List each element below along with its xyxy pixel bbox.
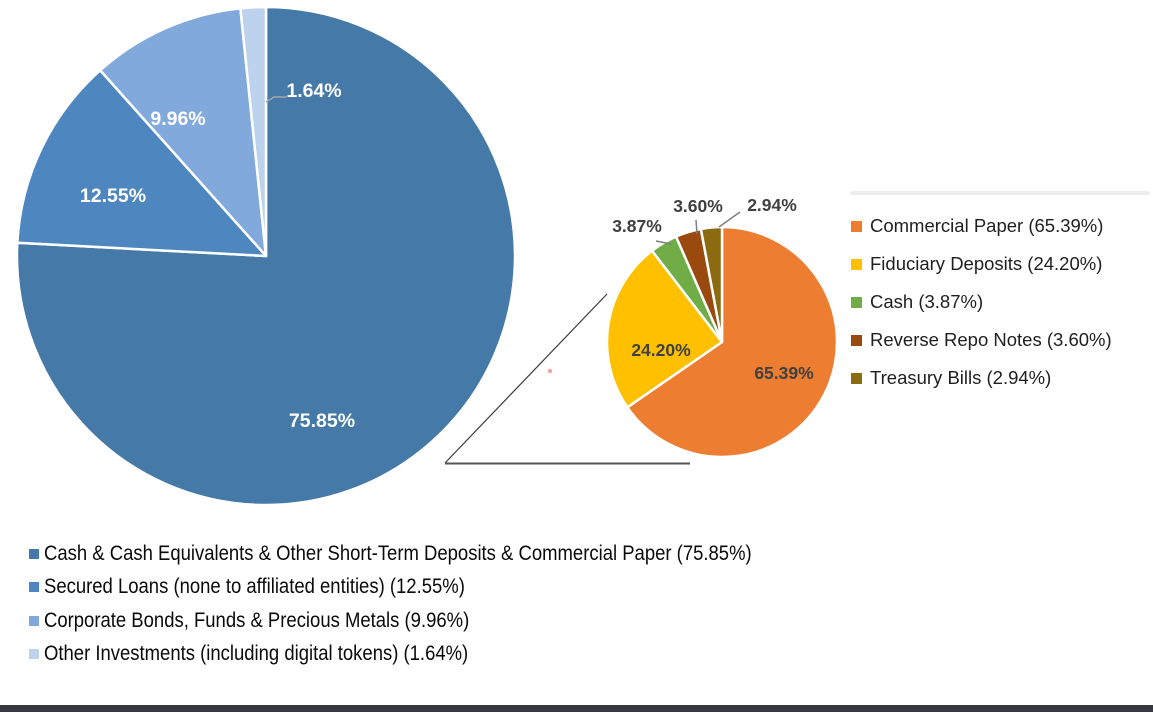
breakout-pie <box>605 225 839 459</box>
pie-slice-commercial-paper[interactable] <box>626 225 839 459</box>
stray-dot <box>547 368 553 374</box>
pie-slice-corporate-bonds-funds-precious-metals[interactable] <box>98 7 268 258</box>
legend-swatch-cash-equivalents <box>29 548 39 559</box>
legend-item-secured-loans[interactable]: Secured Loans (none to affiliated entiti… <box>29 571 848 605</box>
pie-slice-fiduciary-deposits[interactable] <box>605 249 724 409</box>
leader-line-cash <box>655 240 672 245</box>
legend-swatch-commercial-paper <box>851 220 862 232</box>
legend-swatch-fiduciary-deposits <box>851 258 862 270</box>
pie-slice-treasury-bills[interactable] <box>699 225 724 344</box>
legend-swatch-other-investments <box>29 649 39 660</box>
breakout-label-treasury-bills: 2.94% <box>747 195 797 215</box>
breakout-label-cash: 3.87% <box>612 216 662 236</box>
legend-item-other-investments[interactable]: Other Investments (including digital tok… <box>29 638 848 672</box>
main-pie-label-secured-loans: 12.55% <box>80 185 146 207</box>
main-legend: Cash & Cash Equivalents & Other Short-Te… <box>29 537 848 671</box>
legend-swatch-cash <box>851 296 862 308</box>
leader-line-reverse-repo <box>695 219 698 235</box>
legend-item-reverse-repo[interactable]: Reverse Repo Notes (3.60%) <box>851 321 1112 359</box>
legend-swatch-corporate-bonds <box>29 615 39 626</box>
breakout-label-reverse-repo: 3.60% <box>673 196 723 216</box>
breakout-label-commercial-paper: 65.39% <box>754 363 814 383</box>
breakout-legend: Commercial Paper (65.39%) Fiduciary Depo… <box>851 207 1112 397</box>
main-pie-label-cash-equivalents: 75.85% <box>289 410 355 432</box>
legend-item-corporate-bonds[interactable]: Corporate Bonds, Funds & Precious Metals… <box>29 604 848 638</box>
legend-swatch-secured-loans <box>29 582 39 593</box>
legend-label: Fiduciary Deposits (24.20%) <box>870 253 1103 274</box>
leader-line-treasury-bills <box>718 211 741 228</box>
main-pie <box>15 5 517 507</box>
pie-slice-other-investments-including-digital-tokens[interactable] <box>239 5 268 258</box>
legend-label: Corporate Bonds, Funds & Precious Metals… <box>44 608 470 632</box>
legend-label: Commercial Paper (65.39%) <box>870 215 1104 236</box>
legend-label: Treasury Bills (2.94%) <box>870 367 1052 388</box>
breakout-label-fiduciary-deposits: 24.20% <box>631 340 691 360</box>
pie-slice-secured-loans-none-to-affiliated-entities[interactable] <box>16 69 268 258</box>
main-pie-label-corporate-bonds: 9.96% <box>150 108 205 130</box>
legend-swatch-reverse-repo <box>851 334 862 346</box>
legend-label: Secured Loans (none to affiliated entiti… <box>44 575 465 599</box>
legend-label: Reverse Repo Notes (3.60%) <box>870 329 1112 350</box>
leader-line-other-investments <box>265 96 287 103</box>
faint-artifact-line <box>850 191 1150 195</box>
legend-item-cash[interactable]: Cash (3.87%) <box>851 283 1112 321</box>
legend-label: Other Investments (including digital tok… <box>44 642 469 666</box>
legend-label: Cash (3.87%) <box>870 291 984 312</box>
legend-item-commercial-paper[interactable]: Commercial Paper (65.39%) <box>851 207 1112 245</box>
legend-swatch-treasury-bills <box>851 372 862 384</box>
legend-item-cash-equivalents[interactable]: Cash & Cash Equivalents & Other Short-Te… <box>29 537 848 571</box>
main-pie-label-other-investments: 1.64% <box>286 80 341 102</box>
legend-item-treasury-bills[interactable]: Treasury Bills (2.94%) <box>851 359 1112 397</box>
bottom-crop-bar <box>0 705 1153 712</box>
legend-label: Cash & Cash Equivalents & Other Short-Te… <box>44 541 752 565</box>
series-connector-line-upper <box>444 293 608 464</box>
legend-item-fiduciary-deposits[interactable]: Fiduciary Deposits (24.20%) <box>851 245 1112 283</box>
